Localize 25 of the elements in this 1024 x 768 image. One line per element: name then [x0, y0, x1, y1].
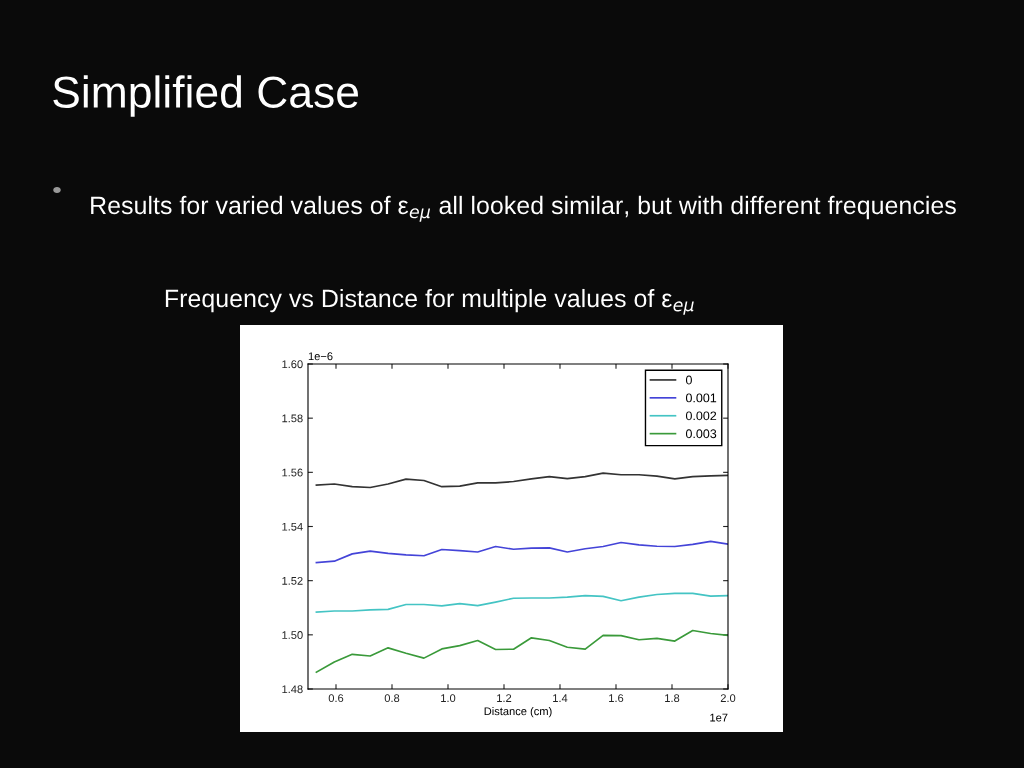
y-tick-label: 1.54 — [282, 522, 303, 531]
y-tick-label: 1.58 — [282, 414, 303, 423]
legend-label: 0.002 — [685, 411, 717, 421]
text: Simplified Case — [53, 75, 358, 117]
text: 1e−6 — [308, 352, 333, 361]
y-tick-label: 1.48 — [282, 685, 303, 694]
y-tick-label: 1.52 — [282, 576, 303, 585]
y-tick-label: 1.60 — [282, 360, 303, 369]
x-axis-title: Distance (cm) — [484, 707, 552, 718]
legend-label: 0 — [685, 375, 692, 385]
y-tick-label: 1.56 — [282, 468, 303, 477]
x-tick-label: 2.0 — [720, 694, 736, 703]
text: 1e7 — [710, 713, 728, 722]
legend-label: 0.001 — [685, 393, 717, 403]
y-tick-label: 1.50 — [282, 631, 303, 639]
x-tick-label: 0.6 — [328, 694, 344, 703]
x-tick-label: 1.8 — [665, 694, 680, 703]
x-tick-label: 1.0 — [441, 694, 456, 703]
chart-title: Frequency vs Distance for multiple values of ε$_{eμ}$ — [165, 288, 694, 315]
text: Results for varied values of ε$_{eμ}$ all looked similar, but with different frequencies — [91, 195, 956, 222]
x-tick-label: 0.8 — [384, 694, 400, 703]
legend-label: 0.003 — [685, 429, 717, 439]
x-tick-label: 1.2 — [497, 694, 512, 702]
x-tick-label: 1.6 — [609, 694, 624, 703]
x-tick-label: 1.4 — [553, 694, 568, 702]
